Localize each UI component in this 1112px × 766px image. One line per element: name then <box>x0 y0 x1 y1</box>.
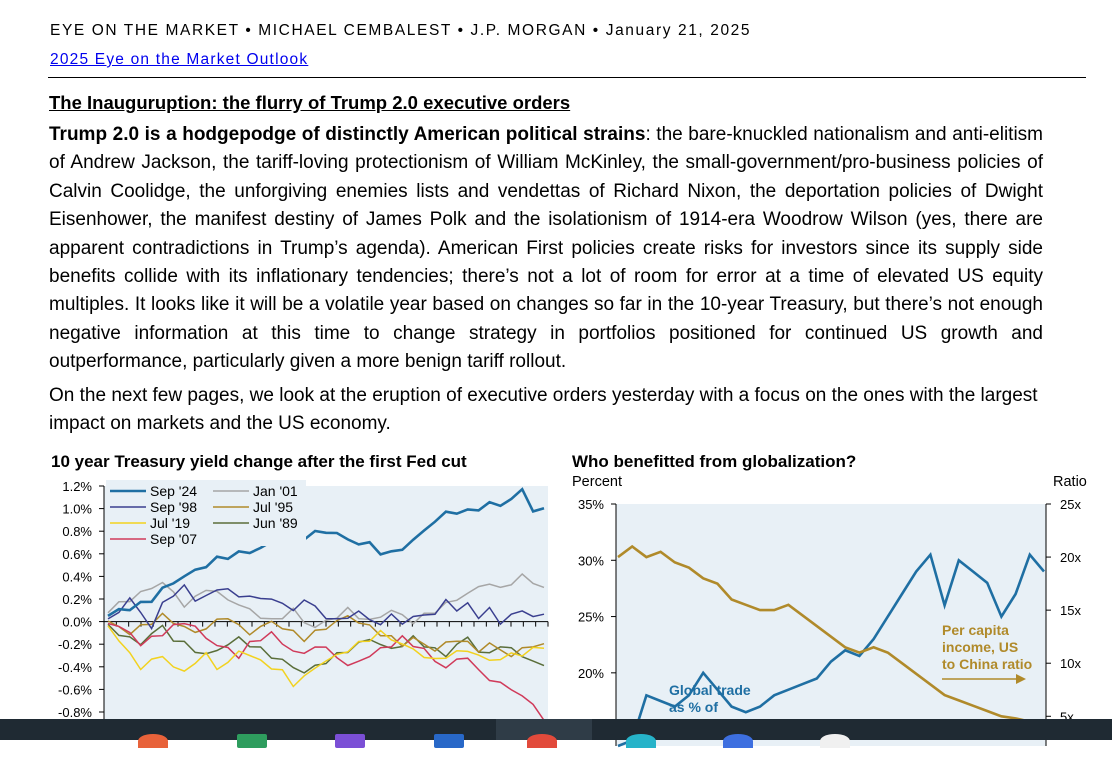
app-icon[interactable] <box>434 734 464 748</box>
right-tick-label: 15x <box>1060 603 1081 618</box>
report-header: EYE ON THE MARKET • MICHAEL CEMBALEST • … <box>50 22 752 39</box>
app-icon[interactable] <box>626 734 656 748</box>
series-line <box>107 623 545 674</box>
right-tick-label: 25x <box>1060 497 1081 512</box>
y-tick-label: 0.0% <box>62 615 92 630</box>
y-tick-label: -0.6% <box>58 682 92 697</box>
y-tick-label: -0.2% <box>58 637 92 652</box>
annotation-ratio-1: Per capita <box>942 622 1009 638</box>
active-task-highlight <box>496 719 592 740</box>
app-icon[interactable] <box>723 734 753 748</box>
legend-label: Jul '95 <box>253 499 293 515</box>
left-tick-label: 25% <box>578 610 604 625</box>
y-tick-label: 0.6% <box>62 547 92 562</box>
annotation-ratio-2: income, US <box>942 639 1018 655</box>
app-icon[interactable] <box>527 734 557 748</box>
section-title: The Inauguruption: the flurry of Trump 2… <box>49 92 571 113</box>
y-tick-label: 0.2% <box>62 592 92 607</box>
left-tick-label: 30% <box>578 553 604 568</box>
paragraph-1: Trump 2.0 is a hodgepodge of distinctly … <box>49 121 1043 377</box>
annotation-trade-1: Global trade <box>669 682 751 698</box>
app-icon[interactable] <box>237 734 267 748</box>
annotation-arrow-head <box>1016 674 1026 684</box>
yield-change-chart: 1.2% 1.0% 0.8% 0.6% 0.4% 0.2% 0.0% -0.2% -0.4% -0… <box>58 479 549 736</box>
paragraph-1-lead: Trump 2.0 is a hodgepodge of distinctly … <box>49 124 646 145</box>
legend-label: Sep '24 <box>150 483 197 499</box>
y-tick-label: 0.8% <box>62 524 92 539</box>
series-line <box>107 572 545 629</box>
header-divider <box>48 77 1086 78</box>
y-tick-label: 1.2% <box>62 479 92 494</box>
annotation-ratio-3: to China ratio <box>942 656 1032 672</box>
right-tick-label: 10x <box>1060 656 1081 671</box>
app-icon[interactable] <box>138 734 168 748</box>
series-line <box>107 622 545 721</box>
chart2-left-axis-label: Percent <box>572 474 622 490</box>
outlook-link[interactable]: 2025 Eye on the Market Outlook <box>50 51 309 68</box>
paragraph-2: On the next few pages, we look at the er… <box>49 385 1038 435</box>
chart2-title: Who benefitted from globalization? <box>572 452 857 471</box>
series-line <box>617 544 1044 723</box>
app-icon[interactable] <box>820 734 850 748</box>
y-tick-label: 0.4% <box>62 569 92 584</box>
series-line <box>617 551 1045 748</box>
legend-label: Jun '89 <box>253 515 298 531</box>
right-tick-label: 20x <box>1060 550 1081 565</box>
chart1-title: 10 year Treasury yield change after the … <box>51 452 467 471</box>
series-line <box>107 583 545 631</box>
legend-label: Jul '19 <box>150 515 190 531</box>
left-tick-label: 35% <box>578 497 604 512</box>
paragraph-1-body: : the bare-knuckled nationalism and anti… <box>49 124 1043 373</box>
y-tick-label: -0.4% <box>58 660 92 675</box>
annotation-trade-2: as % of <box>669 699 718 715</box>
legend-label: Sep '07 <box>150 531 197 547</box>
left-tick-label: 20% <box>578 666 604 681</box>
legend-label: Sep '98 <box>150 499 197 515</box>
y-tick-label: -0.8% <box>58 705 92 720</box>
series-line <box>107 487 545 618</box>
series-line <box>107 625 545 688</box>
app-icon[interactable] <box>335 734 365 748</box>
series-line <box>107 612 545 658</box>
legend-label: Jan '01 <box>253 483 298 499</box>
chart2-right-axis-label: Ratio <box>1053 474 1087 490</box>
y-tick-label: 1.0% <box>62 502 92 517</box>
